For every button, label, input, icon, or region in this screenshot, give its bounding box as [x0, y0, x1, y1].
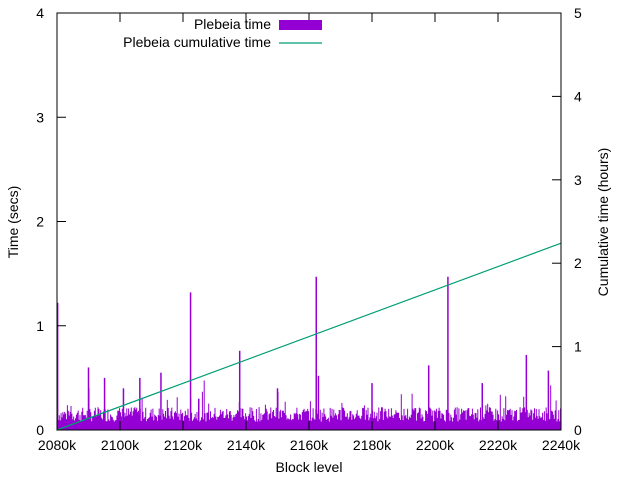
cumulative-time-line: [56, 242, 562, 431]
y-axis-label: Time (secs): [5, 186, 21, 259]
plot-frame: [56, 12, 562, 431]
y2-tick-label: 4: [574, 88, 582, 104]
y2-tick-label: 3: [574, 172, 582, 188]
y2-tick-label: 2: [574, 255, 582, 271]
plebeia-time-bars: [56, 276, 562, 430]
x-axis-label: Block level: [276, 459, 343, 475]
legend-label-cumulative-time: Plebeia cumulative time: [123, 34, 271, 50]
x-tick-label: 2140k: [227, 437, 266, 453]
x-tick-label: 2200k: [416, 437, 455, 453]
y-tick-label: 1: [36, 318, 44, 334]
y-tick-label: 2: [36, 214, 44, 230]
x-tick-label: 2100k: [101, 437, 140, 453]
y2-axis-ticks: 0 1 2 3 4 5: [552, 5, 582, 438]
y2-tick-label: 5: [574, 5, 582, 21]
legend-label-plebeia-time: Plebeia time: [194, 16, 271, 32]
y-tick-label: 4: [36, 5, 44, 21]
y2-tick-label: 1: [574, 339, 582, 355]
x-tick-label: 2160k: [290, 437, 329, 453]
x-tick-label: 2080k: [38, 437, 77, 453]
y-tick-label: 0: [36, 422, 44, 438]
legend: Plebeia time Plebeia cumulative time: [123, 16, 322, 50]
y2-axis-label: Cumulative time (hours): [595, 148, 611, 297]
cumulative-time-layer: [56, 242, 562, 431]
legend-swatch-plebeia-time: [279, 20, 322, 30]
x-axis-ticks: 2080k 2100k 2120k 2140k 2160k 2180k 2200k 2220k…: [38, 13, 581, 453]
x-tick-label: 2240k: [542, 437, 581, 453]
y-tick-label: 3: [36, 109, 44, 125]
x-tick-label: 2220k: [479, 437, 518, 453]
y-axis-ticks: 0 1 2 3 4: [36, 5, 66, 438]
x-tick-label: 2120k: [164, 437, 203, 453]
y2-tick-label: 0: [574, 422, 582, 438]
x-tick-label: 2180k: [353, 437, 392, 453]
